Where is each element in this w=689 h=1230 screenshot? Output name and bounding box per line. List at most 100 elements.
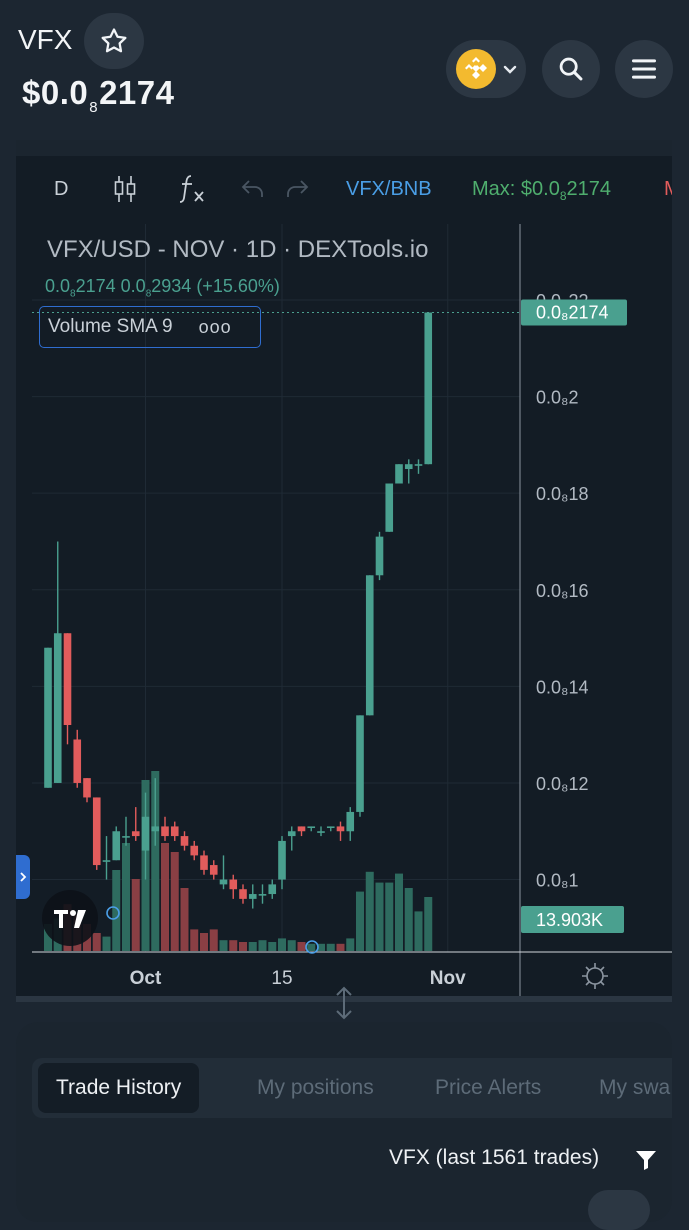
- chart-legend-title: VFX/USD - NOV · 1D · DEXTools.io: [47, 236, 429, 263]
- chart-legend-values: 0.082174 0.082934 (+15.60%): [45, 276, 280, 300]
- interval-selector[interactable]: D: [54, 178, 69, 200]
- volume-bar: [356, 891, 364, 951]
- candle-body: [151, 826, 160, 832]
- volume-bar: [92, 933, 101, 951]
- study-menu-icon[interactable]: ooo: [198, 316, 232, 337]
- volume-bar: [365, 871, 374, 951]
- volume-bar: [161, 843, 169, 951]
- tab-my-positions[interactable]: My positions: [257, 1076, 374, 1099]
- candle-body: [424, 312, 433, 465]
- volume-bar: [190, 929, 199, 951]
- trade-tabs: Trade History My positions Price Alerts …: [32, 1058, 672, 1118]
- volume-bar: [346, 938, 355, 951]
- volume-bar: [239, 942, 247, 951]
- y-tick-label: 0.0₈2: [536, 388, 579, 408]
- volume-bar: [424, 897, 433, 951]
- event-marker[interactable]: [305, 940, 319, 954]
- candle-body: [229, 879, 238, 890]
- candle-body: [268, 884, 277, 895]
- x-tick-label: 15: [271, 968, 292, 989]
- trade-panel: Trade History My positions Price Alerts …: [16, 1022, 672, 1230]
- volume-bar: [278, 938, 286, 951]
- volume-bar: [317, 943, 325, 951]
- filter-icon[interactable]: [634, 1148, 658, 1172]
- candle-body: [307, 826, 316, 829]
- candle-body: [278, 840, 286, 880]
- drawing-toolbar-toggle[interactable]: [16, 855, 30, 899]
- tab-price-alerts[interactable]: Price Alerts: [435, 1076, 542, 1099]
- y-tick-label: 0.0₈16: [536, 581, 589, 601]
- volume-bar: [414, 911, 423, 951]
- chain-selector[interactable]: [446, 40, 526, 98]
- volume-bar: [229, 940, 238, 951]
- x-tick-label: Oct: [130, 968, 162, 989]
- volume-bar: [375, 882, 384, 951]
- candle-body: [141, 816, 150, 851]
- volume-bar: [219, 940, 228, 951]
- last-price-tag: 0.0₈2174: [521, 299, 627, 326]
- undo-icon[interactable]: [240, 178, 266, 200]
- volume-bar: [395, 873, 403, 951]
- token-price: $0.082174: [22, 74, 175, 116]
- volume-study-chip[interactable]: Volume SMA 9 ooo: [39, 306, 261, 348]
- max-price: Max: $0.082174: [472, 178, 612, 203]
- pair-label[interactable]: VFX/BNB: [346, 178, 432, 200]
- volume-bar: [44, 924, 52, 951]
- search-button[interactable]: [542, 40, 600, 98]
- volume-bar: [297, 942, 306, 951]
- candle-body: [209, 865, 218, 875]
- volume-label: 13.903K: [536, 910, 603, 930]
- menu-button[interactable]: [615, 40, 673, 98]
- favorite-button[interactable]: [84, 13, 144, 69]
- volume-bar: [404, 888, 413, 951]
- event-marker[interactable]: [106, 906, 120, 920]
- time-axis-settings-icon[interactable]: [582, 963, 608, 989]
- volume-bar: [209, 929, 218, 951]
- candle-body: [365, 575, 374, 716]
- candle-body: [63, 633, 72, 725]
- volume-bar: [122, 843, 130, 951]
- candle-body: [131, 831, 140, 837]
- volume-bar: [200, 933, 208, 951]
- trades-count-label: VFX (last 1561 trades): [389, 1146, 600, 1169]
- tradingview-logo: [42, 890, 98, 946]
- chart-panel: D VFX/BNB Max: $0.082174 M 0.0₈220.0₈20.…: [16, 140, 672, 1002]
- candle-body: [248, 894, 257, 899]
- volume-bar: [326, 943, 335, 951]
- study-label: Volume SMA 9: [48, 316, 173, 337]
- y-tick-label: 0.0₈18: [536, 484, 589, 504]
- volume-bar: [258, 940, 267, 951]
- candle-body: [102, 860, 111, 862]
- candle-body: [239, 889, 247, 899]
- candle-body: [414, 464, 423, 466]
- redo-icon[interactable]: [284, 178, 310, 200]
- chart-toolbar: D VFX/BNB Max: $0.082174 M: [16, 156, 672, 216]
- candle-body: [326, 826, 335, 829]
- candle-body: [297, 826, 306, 832]
- panel-top-strip: [16, 140, 672, 156]
- bnb-chain-icon: [456, 49, 496, 89]
- x-tick-label: Nov: [430, 968, 466, 989]
- candle-body: [317, 831, 325, 833]
- floating-button-partial[interactable]: [588, 1190, 650, 1230]
- candle-body: [92, 797, 101, 866]
- resize-handle-icon[interactable]: [332, 986, 356, 1020]
- candle-body: [258, 894, 267, 896]
- tab-my-swaps[interactable]: My swa: [599, 1076, 671, 1099]
- candle-body: [44, 647, 52, 788]
- volume-bar: [131, 879, 140, 951]
- candle-body: [385, 483, 394, 532]
- candle-body: [404, 464, 413, 470]
- fx-icon[interactable]: [176, 172, 210, 206]
- candle-body: [190, 845, 199, 856]
- candle-body: [287, 831, 296, 837]
- last-price-label: 0.0₈2174: [536, 303, 609, 323]
- candlestick-icon[interactable]: [112, 174, 138, 204]
- chevron-right-icon: [20, 872, 27, 882]
- chevron-down-icon: [503, 65, 517, 74]
- candle-body: [83, 778, 91, 798]
- candlestick-chart[interactable]: 0.0₈220.0₈20.0₈180.0₈160.0₈140.0₈120.0₈1…: [16, 216, 672, 1002]
- volume-bar: [287, 940, 296, 951]
- tab-trade-history[interactable]: Trade History: [38, 1063, 200, 1113]
- candle-body: [336, 826, 345, 832]
